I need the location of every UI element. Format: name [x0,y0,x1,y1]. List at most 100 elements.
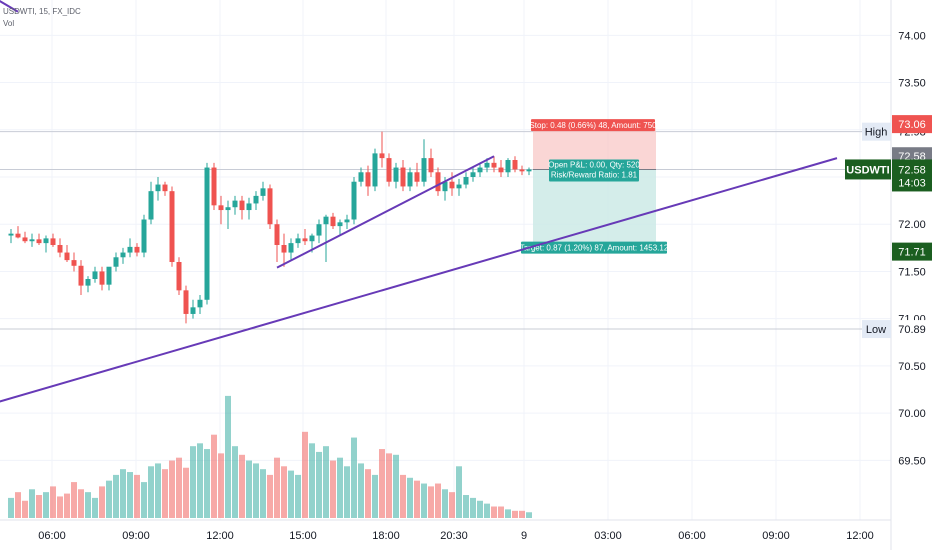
candle-body [414,172,420,182]
candle-body [15,233,21,238]
time-tick-label: 9 [521,530,527,542]
candle-body [232,200,238,208]
target-label: Target: 0.87 (1.20%) 87, Amount: 1453.12 [520,244,669,253]
volume-bar [400,474,406,518]
volume-bar [526,512,532,518]
volume-bar [141,482,147,518]
volume-bar [421,483,427,518]
volume-bar [71,482,77,518]
volume-bar [106,480,112,518]
candle-body [155,184,161,192]
volume-bar [351,437,357,518]
target-zone [533,169,656,252]
low-price: 70.89 [898,324,926,336]
candle-body [316,224,322,236]
candle-body [218,205,224,211]
volume-bar [281,466,287,518]
candle-body [148,191,154,220]
candle-body [477,167,483,173]
volume-bar [491,506,497,518]
price-tick-label: 70.50 [898,361,926,373]
last-price: 72.58 [898,164,926,176]
volume-bar [519,510,525,518]
last-price-box [892,159,932,192]
volume-bar [330,460,336,518]
candle-body [498,167,504,173]
volume-bar [113,474,119,518]
candle-body [400,167,406,187]
price-axis[interactable]: 74.0073.5073.0072.5072.0071.5071.0070.50… [890,0,926,550]
candle-body [470,172,476,177]
volume-bar [253,463,259,518]
volume-bar [239,454,245,518]
volume-bar [435,483,441,518]
short-position-tool[interactable]: Stop: 0.48 (0.66%) 48, Amount: 750 Open P… [520,119,669,254]
time-tick-label: 03:00 [594,530,622,542]
volume-bar [169,460,175,518]
volume-bar [393,454,399,518]
countdown: 14:03 [898,177,926,189]
price-tick-label: 69.50 [898,455,926,467]
candle-body [99,271,105,285]
candle-body [92,271,98,279]
candle-body [344,219,350,223]
volume-bar [211,434,217,518]
time-tick-label: 12:00 [206,530,234,542]
candle-body [141,219,147,253]
symbol-tag-box [845,159,891,180]
volume-bar [57,496,63,518]
volume-header: Vol [3,19,14,28]
candle-body [484,162,490,168]
candle-body [302,238,308,242]
target-price-box [892,242,932,261]
volume-bar [337,457,343,518]
candle-body [197,299,203,308]
candle-body [365,172,371,187]
candles [8,131,532,324]
candle-body [64,252,70,261]
candle-body [113,257,119,267]
time-axis[interactable]: 06:00 09:00 12:00 15:00 18:00 20:30 9 03:00 06:0… [0,519,891,542]
volume-bar [309,443,315,518]
price-tick-label: 72.00 [898,219,926,231]
candle-body [204,167,210,300]
volume-bar [15,492,21,518]
candle-body [239,200,245,211]
volume-bar [414,480,420,518]
trend-lines[interactable] [0,0,838,408]
volume-bar [134,474,140,518]
candle-body [463,177,469,185]
candle-body [43,238,49,244]
volume-bar [274,457,280,518]
candle-body [246,203,252,211]
price-tags: 72.98High73.0672.58USDWTI72.5814:0371.71… [845,115,932,339]
volume-bar [197,443,203,518]
time-tick-label: 06:00 [38,530,66,542]
time-tick-label: 18:00 [372,530,400,542]
candle-body [428,158,434,173]
candle-body [267,188,273,225]
volume-bar [484,503,490,518]
candle-body [288,243,294,253]
candle-body [253,195,259,204]
volume-bar [295,474,301,518]
volume-bar [323,446,329,518]
volume-bar [379,449,385,518]
volume-bar [267,474,273,518]
candle-body [456,184,462,189]
grid-lines [0,0,891,520]
symbol-header: USDWTI, 15, FX_IDC [3,7,81,16]
candle-body [491,162,497,168]
risk-reward-label: Risk/Reward Ratio: 1.81 [551,170,638,179]
volume-bar [176,457,182,518]
candle-body [435,172,441,192]
time-tick-label: 09:00 [762,530,790,542]
volume-bar [8,497,14,518]
center-label-box [549,159,639,182]
candle-body [526,169,532,172]
low-price-box [892,320,932,339]
volume-bar [190,446,196,518]
volume-bar [470,497,476,518]
candle-body [372,153,378,187]
